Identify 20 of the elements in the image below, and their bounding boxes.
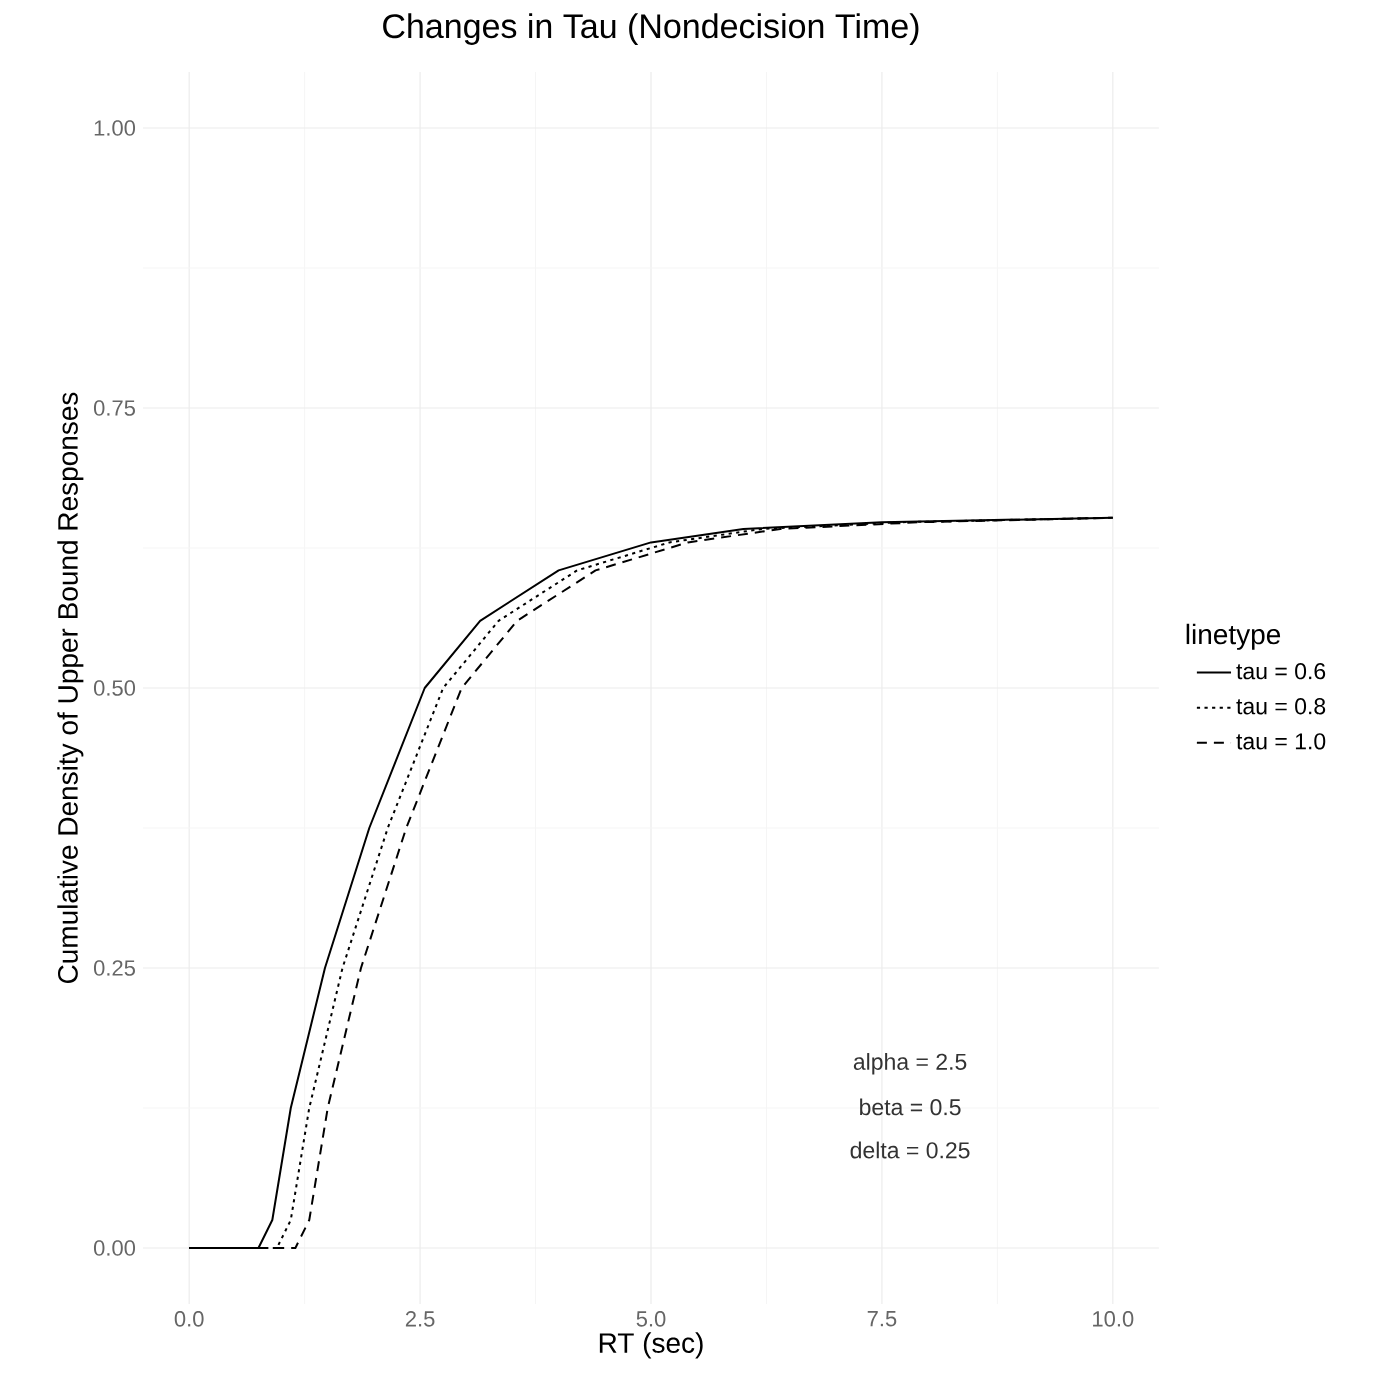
y-tick-label: 0.75 [93, 400, 135, 416]
legend-label: tau = 0.8 [1236, 698, 1326, 715]
x-tick-label: 5.0 [636, 1311, 666, 1327]
x-axis-title: RT (sec) [599, 1332, 703, 1359]
y-axis-title: Cumulative Density of Upper Bound Responses [57, 392, 84, 984]
legend-label: tau = 1.0 [1236, 733, 1326, 750]
x-tick-label: 0.0 [174, 1311, 204, 1327]
y-tick-label: 0.00 [93, 1240, 136, 1256]
legend-label: tau = 0.6 [1236, 663, 1326, 680]
y-tick-label: 0.25 [93, 960, 135, 976]
y-tick-label: 1.00 [94, 120, 136, 136]
legend-title: linetype [1186, 623, 1281, 650]
y-tick-label: 0.50 [93, 680, 136, 696]
annotation: beta = 0.5 [860, 1098, 961, 1116]
annotation: delta = 0.25 [850, 1141, 970, 1159]
x-tick-label: 10.0 [1093, 1311, 1134, 1327]
x-tick-label: 7.5 [867, 1311, 897, 1327]
annotation: alpha = 2.5 [853, 1053, 967, 1075]
chart-title: Changes in Tau (Nondecision Time) [383, 13, 919, 45]
x-tick-label: 2.5 [405, 1311, 435, 1327]
